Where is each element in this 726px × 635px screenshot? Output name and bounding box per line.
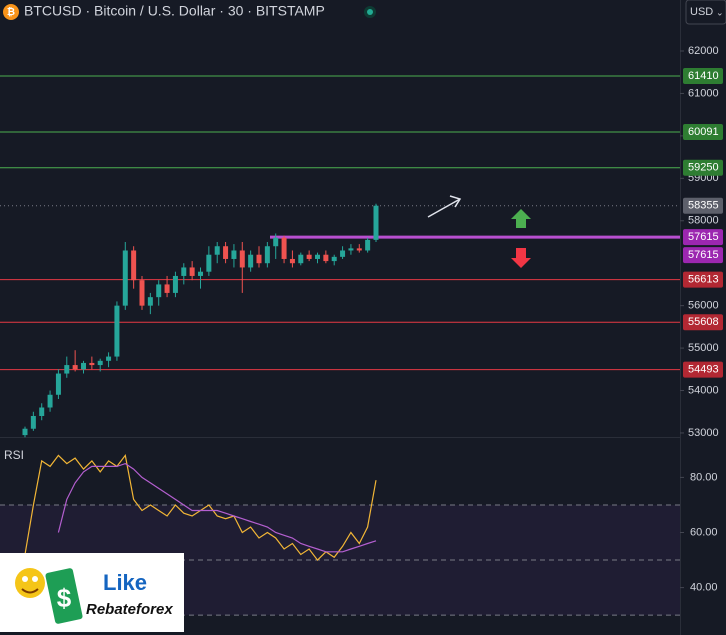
candle-body bbox=[81, 362, 86, 370]
candle-body bbox=[214, 246, 220, 255]
rsi-line bbox=[57, 462, 377, 553]
y-tick-label: 56000 bbox=[688, 300, 719, 312]
arrow-down bbox=[511, 248, 531, 268]
level-label-bg bbox=[683, 124, 723, 141]
candle-body bbox=[340, 250, 346, 257]
candle-body bbox=[315, 254, 320, 259]
symbol-icon bbox=[3, 4, 19, 20]
y-tick-label: 80.00 bbox=[690, 471, 718, 483]
level-label-bg bbox=[683, 271, 723, 288]
arrow-up bbox=[511, 209, 531, 228]
candle-body bbox=[164, 284, 170, 293]
candle-body bbox=[365, 239, 371, 251]
candle-body bbox=[72, 365, 78, 370]
level-label: 54493 bbox=[688, 364, 719, 376]
candle-body bbox=[264, 246, 270, 264]
candle-body bbox=[172, 275, 178, 293]
y-tick-label: 61000 bbox=[688, 87, 719, 99]
level-label: 61410 bbox=[688, 70, 719, 82]
y-tick-label: 58000 bbox=[688, 215, 719, 227]
candle-body bbox=[198, 271, 203, 276]
arrow-up-right bbox=[427, 195, 462, 218]
candle-body bbox=[39, 407, 45, 416]
candle-body bbox=[298, 254, 304, 264]
candle-body bbox=[189, 267, 195, 276]
y-tick-label: 40.00 bbox=[690, 582, 718, 594]
chart-title: BTCUSD · Bitcoin / U.S. Dollar · 30 · BI… bbox=[24, 3, 325, 19]
logo-line1: Like bbox=[103, 570, 147, 595]
candle-body bbox=[348, 248, 354, 251]
level-label-bg bbox=[683, 229, 723, 246]
candle-body bbox=[147, 297, 153, 306]
candle-body bbox=[273, 237, 279, 247]
pane-title: RSI bbox=[4, 448, 24, 462]
level-label: 55608 bbox=[688, 316, 719, 328]
level-label-bg bbox=[683, 68, 723, 85]
candle-body bbox=[356, 248, 362, 251]
candle-body bbox=[223, 246, 229, 259]
candle-body bbox=[289, 258, 295, 264]
candle-body bbox=[181, 267, 187, 276]
logo: $ Like Rebateforex bbox=[0, 553, 184, 632]
level-label-bg bbox=[683, 247, 723, 264]
candle-body bbox=[64, 365, 70, 374]
level-label: 60091 bbox=[688, 126, 719, 138]
candle-body bbox=[89, 362, 95, 366]
last-price-label: 58355 bbox=[688, 200, 719, 212]
status-dot bbox=[367, 9, 373, 15]
candle-body bbox=[239, 250, 245, 268]
currency[interactable]: USD bbox=[690, 6, 713, 18]
candle-body bbox=[114, 305, 120, 357]
candle-body bbox=[55, 373, 61, 395]
candle-body bbox=[30, 415, 36, 429]
svg-text:$: $ bbox=[57, 583, 72, 613]
candle-body bbox=[248, 254, 254, 268]
candle-body bbox=[156, 284, 162, 298]
candle-body bbox=[281, 237, 287, 259]
level-label: 56613 bbox=[688, 274, 719, 286]
candle-body bbox=[22, 428, 28, 436]
candle-body bbox=[122, 250, 128, 306]
candle-body bbox=[131, 250, 137, 281]
last-price-label-bg bbox=[683, 197, 723, 214]
logo-line2: Rebateforex bbox=[86, 601, 173, 618]
currency-caret: ⌄ bbox=[716, 7, 724, 17]
candle-body bbox=[47, 394, 53, 408]
candle-body bbox=[231, 250, 237, 259]
candle-body bbox=[97, 360, 103, 366]
level-label: 57615 bbox=[688, 231, 719, 243]
y-tick-label: 62000 bbox=[688, 45, 719, 57]
candle-body bbox=[323, 254, 329, 262]
y-tick-label: 53000 bbox=[688, 427, 719, 439]
level-label: 59250 bbox=[688, 162, 719, 174]
candle-body bbox=[331, 256, 337, 262]
level-label: 57615 bbox=[688, 249, 719, 261]
candle-body bbox=[106, 356, 112, 361]
candle-body bbox=[256, 254, 262, 264]
currency-button[interactable] bbox=[685, 0, 726, 25]
symbol-glyph: ₿ bbox=[7, 6, 15, 18]
candle-body bbox=[306, 254, 312, 259]
level-label-bg bbox=[683, 361, 723, 378]
y-tick-label: 55000 bbox=[688, 342, 719, 354]
y-tick-label: 60.00 bbox=[690, 526, 718, 538]
candle-body bbox=[206, 254, 212, 272]
y-tick-label: 54000 bbox=[688, 384, 719, 396]
level-label-bg bbox=[683, 314, 723, 331]
candle-body bbox=[373, 205, 379, 240]
candle-body bbox=[139, 280, 145, 306]
level-label-bg bbox=[683, 159, 723, 176]
